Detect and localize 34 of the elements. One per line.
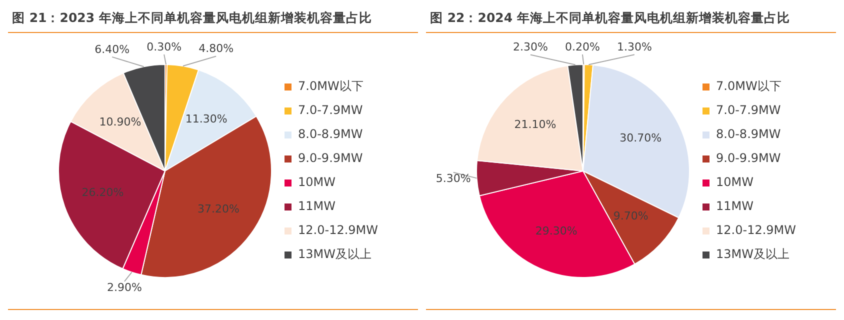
data-label: 0.20% [564,40,600,54]
data-label: 37.20% [197,202,240,216]
data-label: 11.30% [185,112,228,126]
legend-label: 8.0-8.9MW [716,127,781,142]
data-label: 2.90% [106,281,142,294]
legend-label: 12.0-12.9MW [298,223,378,238]
legend-label: 13MW及以上 [716,247,790,262]
data-label: 9.70% [613,209,648,222]
legend-label: 8.0-8.9MW [298,127,363,142]
legend-label: 7.0-7.9MW [298,103,363,118]
data-label: 2.30% [512,40,548,54]
legend-label: 7.0-7.9MW [716,103,781,118]
data-label: 21.10% [514,118,556,132]
legend-label: 10MW [716,175,754,190]
legend-label: 9.0-9.9MW [298,151,363,166]
chart-title: 图 21：2023 年海上不同单机容量风电机组新增装机容量占比 [8,8,418,33]
data-label: 5.30% [436,172,471,186]
legend-label: 12.0-12.9MW [716,223,796,238]
legend-label: 7.0MW以下 [298,79,364,94]
data-label: 4.80% [198,42,234,56]
data-label: 6.40% [94,42,130,56]
legend-label: 11MW [716,199,754,214]
legend-label: 13MW及以上 [298,247,372,262]
legend-label: 7.0MW以下 [716,79,782,94]
data-label: 10.90% [99,115,142,128]
data-label: 0.30% [146,40,182,54]
data-label: 26.20% [82,186,124,199]
legend-label: 10MW [298,175,336,190]
data-label: 29.30% [535,224,578,238]
data-label: 1.30% [616,40,652,54]
chart-title: 图 22：2024 年海上不同单机容量风电机组新增装机容量占比 [426,8,836,33]
legend-label: 11MW [298,199,336,214]
data-label: 30.70% [620,132,662,145]
legend-label: 9.0-9.9MW [716,151,781,166]
